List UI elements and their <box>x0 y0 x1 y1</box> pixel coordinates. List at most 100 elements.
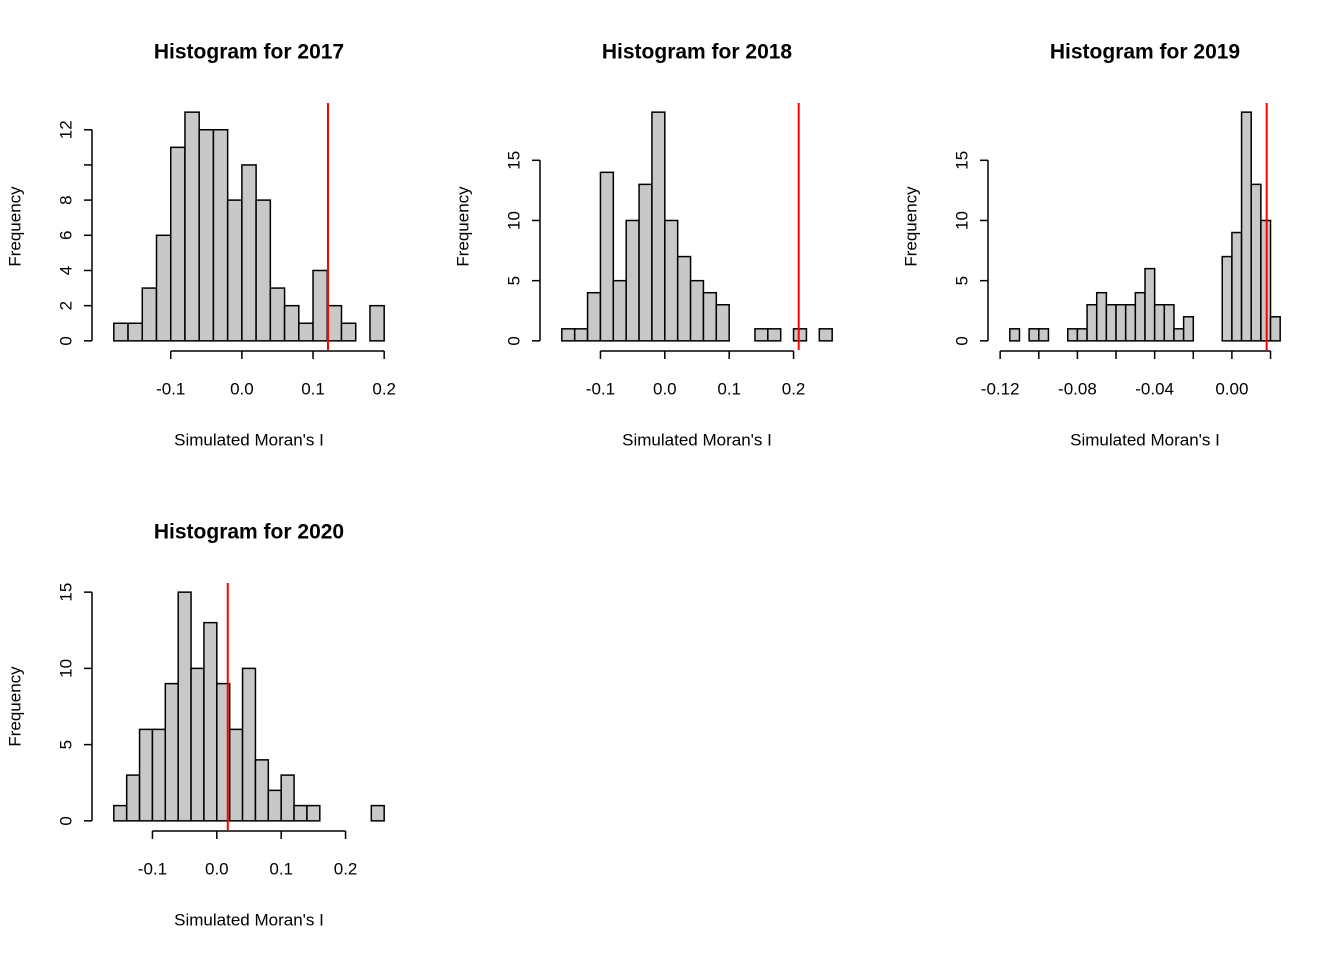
bar <box>1182 316 1195 342</box>
bar <box>198 128 215 342</box>
y-tick-label: 0 <box>56 336 75 345</box>
x-tick-label: -0.1 <box>138 859 167 878</box>
bar <box>1269 316 1281 342</box>
x-tick-label: -0.04 <box>1135 379 1174 398</box>
y-tick-label: 5 <box>504 276 523 285</box>
bar <box>1076 328 1088 342</box>
x-tick-label: -0.12 <box>981 379 1020 398</box>
x-axis-label: Simulated Moran's I <box>1070 430 1220 449</box>
bar <box>664 219 679 342</box>
x-tick-label: 0.1 <box>301 379 325 398</box>
bar <box>280 774 295 822</box>
bar <box>1231 231 1243 342</box>
bar <box>155 234 172 342</box>
bar <box>113 804 128 822</box>
bar <box>228 728 244 822</box>
bar <box>689 279 705 342</box>
y-tick-label: 0 <box>56 816 75 825</box>
bar <box>1144 267 1156 342</box>
bar <box>164 682 179 822</box>
bar <box>1105 303 1117 342</box>
y-tick-label: 6 <box>56 231 75 240</box>
chart-title: Histogram for 2019 <box>1050 41 1240 64</box>
x-tick-label: 0.2 <box>782 379 806 398</box>
y-tick-label: 0 <box>952 336 971 345</box>
bar <box>754 328 769 342</box>
bar <box>326 304 343 342</box>
y-tick-label: 15 <box>952 151 971 170</box>
bar <box>561 328 576 342</box>
bar <box>625 219 640 342</box>
x-axis-label: Simulated Moran's I <box>622 430 772 449</box>
bar <box>676 255 692 342</box>
bar <box>254 759 270 822</box>
x-axis-label: Simulated Moran's I <box>174 430 324 449</box>
bar <box>767 328 782 342</box>
bar <box>340 322 357 342</box>
bar <box>1163 303 1175 342</box>
bar <box>638 183 653 342</box>
y-tick-label: 5 <box>952 276 971 285</box>
bar <box>1134 291 1146 342</box>
bar <box>1086 303 1098 342</box>
bar <box>177 591 192 822</box>
bar <box>138 728 154 822</box>
bar <box>151 728 167 822</box>
bar <box>818 328 833 342</box>
bar <box>1009 328 1021 342</box>
bar <box>203 621 218 822</box>
bar <box>255 199 272 342</box>
y-tick-label: 15 <box>56 583 75 602</box>
bar <box>1115 303 1127 342</box>
bar <box>212 128 229 342</box>
y-axis-label: Frequency <box>5 666 24 747</box>
bar <box>127 322 144 342</box>
bar <box>190 667 205 822</box>
bar <box>226 199 243 342</box>
y-axis-label: Frequency <box>901 186 920 267</box>
bar <box>369 304 385 342</box>
bar <box>1250 183 1262 342</box>
y-tick-label: 5 <box>56 740 75 749</box>
y-axis-label: Frequency <box>5 186 24 267</box>
bar <box>298 322 314 342</box>
chart-title: Histogram for 2018 <box>602 41 793 64</box>
bar <box>269 287 286 342</box>
bar <box>1124 303 1137 342</box>
x-tick-label: -0.1 <box>156 379 185 398</box>
x-tick-label: 0.1 <box>269 859 293 878</box>
bar <box>293 804 308 822</box>
bar <box>1240 111 1252 342</box>
x-tick-label: -0.08 <box>1058 379 1097 398</box>
bar <box>113 322 129 342</box>
bar <box>573 328 589 342</box>
bar <box>715 303 730 342</box>
y-tick-label: 10 <box>952 211 971 230</box>
x-tick-label: 0.0 <box>230 379 254 398</box>
x-tick-label: 0.1 <box>717 379 741 398</box>
bar <box>792 328 808 342</box>
bar <box>370 804 385 822</box>
x-tick-label: 0.00 <box>1215 379 1248 398</box>
bar <box>306 804 321 822</box>
bar <box>599 171 615 342</box>
bar <box>1095 291 1108 342</box>
bar <box>241 667 257 822</box>
y-tick-label: 10 <box>504 211 523 230</box>
bar <box>1028 328 1040 342</box>
x-tick-label: -0.1 <box>586 379 615 398</box>
bar <box>241 164 257 342</box>
y-tick-label: 2 <box>56 301 75 310</box>
bar <box>1067 328 1079 342</box>
bar <box>283 304 300 342</box>
bar <box>612 279 627 342</box>
bar <box>1153 303 1166 342</box>
x-tick-label: 0.2 <box>334 859 358 878</box>
bar <box>702 291 718 342</box>
bar <box>169 146 186 342</box>
bar <box>1221 255 1233 342</box>
x-axis-label: Simulated Moran's I <box>174 910 324 929</box>
x-tick-label: 0.2 <box>372 379 396 398</box>
y-tick-label: 0 <box>504 336 523 345</box>
